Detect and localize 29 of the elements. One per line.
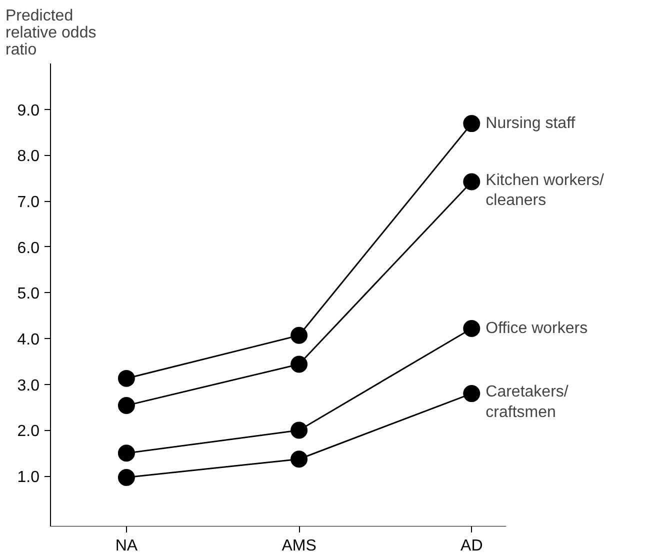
series-label: Office workers [486,320,588,337]
point [290,422,308,439]
series-label: Nursing staff [486,115,576,132]
point [118,370,135,387]
x-tick-label: AD [460,538,483,554]
y-tick-label: 4.0 [17,332,40,349]
y-tick-label: 6.0 [17,240,40,257]
y-tick-label: 9.0 [17,102,40,120]
y-tick-label: 7.0 [17,194,40,212]
y-tick-label: 3.0 [17,377,40,394]
series-label: Caretakers/ craftsmen [486,384,569,421]
point [290,450,308,468]
point [290,326,308,344]
point [118,396,135,414]
y-axis-title: Predicted relative odds ratio [6,8,96,58]
point [463,173,480,190]
point [290,356,308,373]
y-tick-label: 5.0 [17,286,40,303]
x-tick-label: NA [115,538,138,554]
y-tick-label: 2.0 [17,423,40,440]
y-tick-label: 8.0 [17,148,40,166]
point [118,468,135,486]
point [118,444,135,462]
point [463,320,480,337]
point [463,385,480,402]
series-label: Kitchen workers/ cleaners [486,172,604,210]
point [463,115,480,132]
x-tick-label: AMS [282,538,316,554]
y-tick-label: 1.0 [17,469,40,486]
